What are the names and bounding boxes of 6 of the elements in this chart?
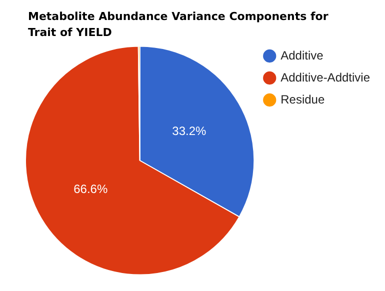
legend-label: Additive	[280, 48, 324, 62]
data-label: 66.6%	[74, 182, 108, 196]
data-label: 33.2%	[172, 124, 207, 138]
legend-label: Additive-Addtivie	[280, 70, 370, 84]
chart-title: Metabolite Abundance Variance Components for Trait of YIELD	[28, 9, 330, 41]
legend-label: Residue	[280, 92, 325, 106]
